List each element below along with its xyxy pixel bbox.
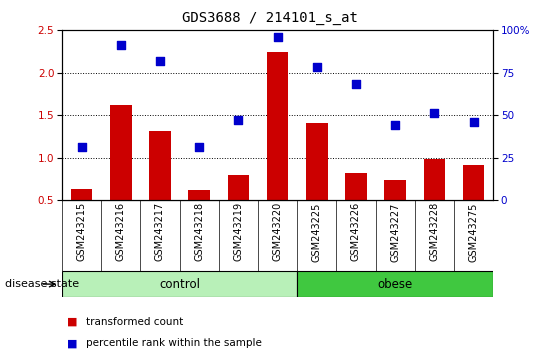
Point (273, 34, 282, 40)
Text: GSM243227: GSM243227 (390, 202, 400, 262)
Text: control: control (159, 278, 200, 291)
Text: GSM243218: GSM243218 (194, 202, 204, 261)
Point (116, 42, 125, 48)
Text: GSM243215: GSM243215 (77, 202, 87, 261)
Point (77, 144, 86, 150)
Text: percentile rank within the sample: percentile rank within the sample (86, 338, 262, 348)
Point (351, 82, 360, 87)
Bar (384, 179, 406, 242)
Point (234, 117, 243, 123)
Point (430, 110, 439, 116)
Bar (71, 189, 92, 242)
Bar (189, 190, 210, 242)
Text: ■: ■ (67, 338, 78, 348)
Point (391, 122, 399, 128)
Bar (110, 105, 132, 242)
Text: GSM243219: GSM243219 (233, 202, 244, 261)
Bar (267, 52, 288, 242)
Text: GSM243228: GSM243228 (430, 202, 439, 261)
Point (156, 58, 164, 63)
Bar (297, 271, 493, 297)
Point (195, 144, 204, 150)
Bar (424, 159, 445, 242)
Text: transformed count: transformed count (86, 317, 183, 327)
Text: obese: obese (377, 278, 413, 291)
Bar (227, 175, 249, 242)
Point (469, 119, 478, 125)
Text: GDS3688 / 214101_s_at: GDS3688 / 214101_s_at (182, 11, 357, 25)
Text: GSM243226: GSM243226 (351, 202, 361, 261)
Point (313, 65, 321, 70)
Bar (149, 131, 171, 242)
Text: GSM243220: GSM243220 (273, 202, 282, 261)
Text: GSM243217: GSM243217 (155, 202, 165, 261)
Bar (345, 173, 367, 242)
Bar (62, 271, 297, 297)
Text: GSM243216: GSM243216 (116, 202, 126, 261)
Bar (463, 165, 485, 242)
Text: ■: ■ (67, 317, 78, 327)
Bar (306, 123, 328, 242)
Text: GSM243225: GSM243225 (312, 202, 322, 262)
Text: disease state: disease state (5, 279, 80, 289)
Text: GSM243275: GSM243275 (468, 202, 479, 262)
